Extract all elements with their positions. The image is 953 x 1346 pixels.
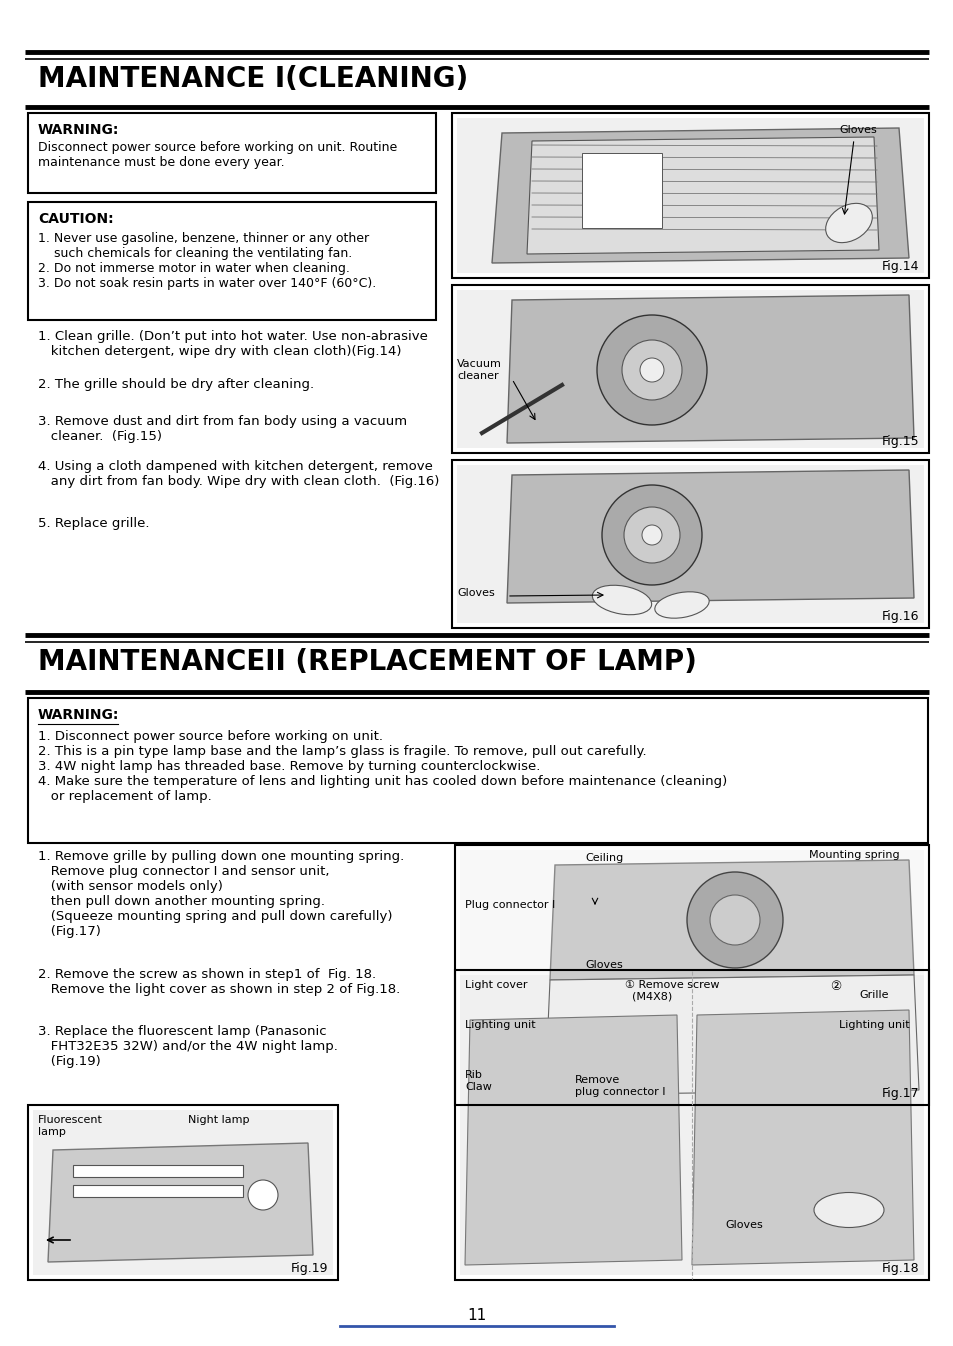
Text: Gloves: Gloves	[838, 125, 876, 135]
Text: 4. Using a cloth dampened with kitchen detergent, remove
   any dirt from fan bo: 4. Using a cloth dampened with kitchen d…	[38, 460, 439, 489]
Bar	[73, 1184, 243, 1197]
Text: MAINTENANCEII (REPLACEMENT OF LAMP): MAINTENANCEII (REPLACEMENT OF LAMP)	[38, 647, 696, 676]
Text: Grille: Grille	[858, 991, 887, 1000]
Text: Fig.19: Fig.19	[291, 1263, 328, 1275]
Text: WARNING:: WARNING:	[38, 708, 119, 721]
Ellipse shape	[824, 203, 871, 242]
Bar	[28, 113, 436, 192]
Text: Fig.16: Fig.16	[881, 610, 918, 623]
Text: 1. Clean grille. (Don’t put into hot water. Use non-abrasive
   kitchen detergen: 1. Clean grille. (Don’t put into hot wat…	[38, 330, 428, 358]
Polygon shape	[464, 1015, 681, 1265]
Text: Fig.14: Fig.14	[881, 260, 918, 273]
Text: Lighting unit: Lighting unit	[464, 1020, 535, 1030]
Polygon shape	[526, 137, 878, 254]
Text: Rib
Claw: Rib Claw	[464, 1070, 492, 1092]
Polygon shape	[691, 1010, 913, 1265]
Text: 1. Disconnect power source before working on unit.
2. This is a pin type lamp ba: 1. Disconnect power source before workin…	[38, 730, 726, 804]
Bar	[455, 845, 928, 1105]
Text: 2. Remove the screw as shown in step1 of  Fig. 18.
   Remove the light cover as : 2. Remove the screw as shown in step1 of…	[38, 968, 400, 996]
Bar	[452, 460, 928, 629]
Circle shape	[709, 895, 760, 945]
Polygon shape	[544, 975, 918, 1096]
Text: Fluorescent
lamp: Fluorescent lamp	[38, 1114, 103, 1136]
Text: Gloves: Gloves	[456, 588, 495, 598]
Circle shape	[621, 341, 681, 400]
Text: Fig.17: Fig.17	[881, 1088, 918, 1100]
Bar	[452, 285, 928, 454]
Text: Ceiling: Ceiling	[584, 853, 622, 863]
Bar	[455, 970, 928, 1280]
Text: 11: 11	[467, 1308, 486, 1323]
Text: WARNING:: WARNING:	[38, 122, 119, 137]
Text: Remove
plug connector I: Remove plug connector I	[575, 1075, 665, 1097]
Bar	[73, 1166, 243, 1176]
Bar	[28, 1105, 337, 1280]
Text: 3. Replace the fluorescent lamp (Panasonic
   FHT32E35 32W) and/or the 4W night : 3. Replace the fluorescent lamp (Panason…	[38, 1026, 337, 1067]
Bar	[456, 289, 923, 448]
Circle shape	[623, 507, 679, 563]
Text: CAUTION:: CAUTION:	[38, 213, 113, 226]
Circle shape	[248, 1180, 277, 1210]
Polygon shape	[550, 860, 913, 980]
Text: 1. Never use gasoline, benzene, thinner or any other
    such chemicals for clea: 1. Never use gasoline, benzene, thinner …	[38, 232, 375, 289]
Circle shape	[597, 315, 706, 425]
Text: Disconnect power source before working on unit. Routine
maintenance must be done: Disconnect power source before working o…	[38, 141, 396, 170]
Text: ②: ②	[829, 980, 841, 993]
Text: 2. The grille should be dry after cleaning.: 2. The grille should be dry after cleani…	[38, 378, 314, 390]
Text: Mounting spring: Mounting spring	[808, 851, 899, 860]
Ellipse shape	[592, 586, 651, 615]
Polygon shape	[48, 1143, 313, 1263]
Text: Plug connector I: Plug connector I	[464, 900, 555, 910]
Text: Night lamp: Night lamp	[188, 1114, 250, 1125]
Text: Lighting unit: Lighting unit	[838, 1020, 908, 1030]
Circle shape	[641, 525, 661, 545]
Text: Gloves: Gloves	[724, 1219, 762, 1230]
Text: Light cover: Light cover	[464, 980, 527, 991]
Text: MAINTENANCE I(CLEANING): MAINTENANCE I(CLEANING)	[38, 65, 468, 93]
Bar	[28, 202, 436, 320]
Bar	[459, 851, 923, 1100]
Text: 1. Remove grille by pulling down one mounting spring.
   Remove plug connector I: 1. Remove grille by pulling down one mou…	[38, 851, 404, 938]
Text: Gloves: Gloves	[584, 960, 622, 970]
Bar	[456, 118, 923, 273]
Ellipse shape	[813, 1193, 883, 1228]
Bar	[452, 113, 928, 279]
Bar	[581, 153, 661, 227]
Text: Vacuum
cleaner: Vacuum cleaner	[456, 359, 501, 381]
Polygon shape	[506, 295, 913, 443]
Circle shape	[686, 872, 782, 968]
Polygon shape	[506, 470, 913, 603]
Circle shape	[639, 358, 663, 382]
Text: 3. Remove dust and dirt from fan body using a vacuum
   cleaner.  (Fig.15): 3. Remove dust and dirt from fan body us…	[38, 415, 407, 443]
Text: ① Remove screw
  (M4X8): ① Remove screw (M4X8)	[624, 980, 719, 1001]
Text: Fig.18: Fig.18	[881, 1263, 918, 1275]
Polygon shape	[492, 128, 908, 262]
Text: 5. Replace grille.: 5. Replace grille.	[38, 517, 150, 530]
Bar	[459, 975, 923, 1275]
Ellipse shape	[654, 592, 708, 618]
Text: Fig.15: Fig.15	[881, 435, 918, 448]
Bar	[456, 464, 923, 623]
Circle shape	[601, 485, 701, 586]
Bar	[28, 699, 927, 843]
Bar	[33, 1110, 333, 1275]
